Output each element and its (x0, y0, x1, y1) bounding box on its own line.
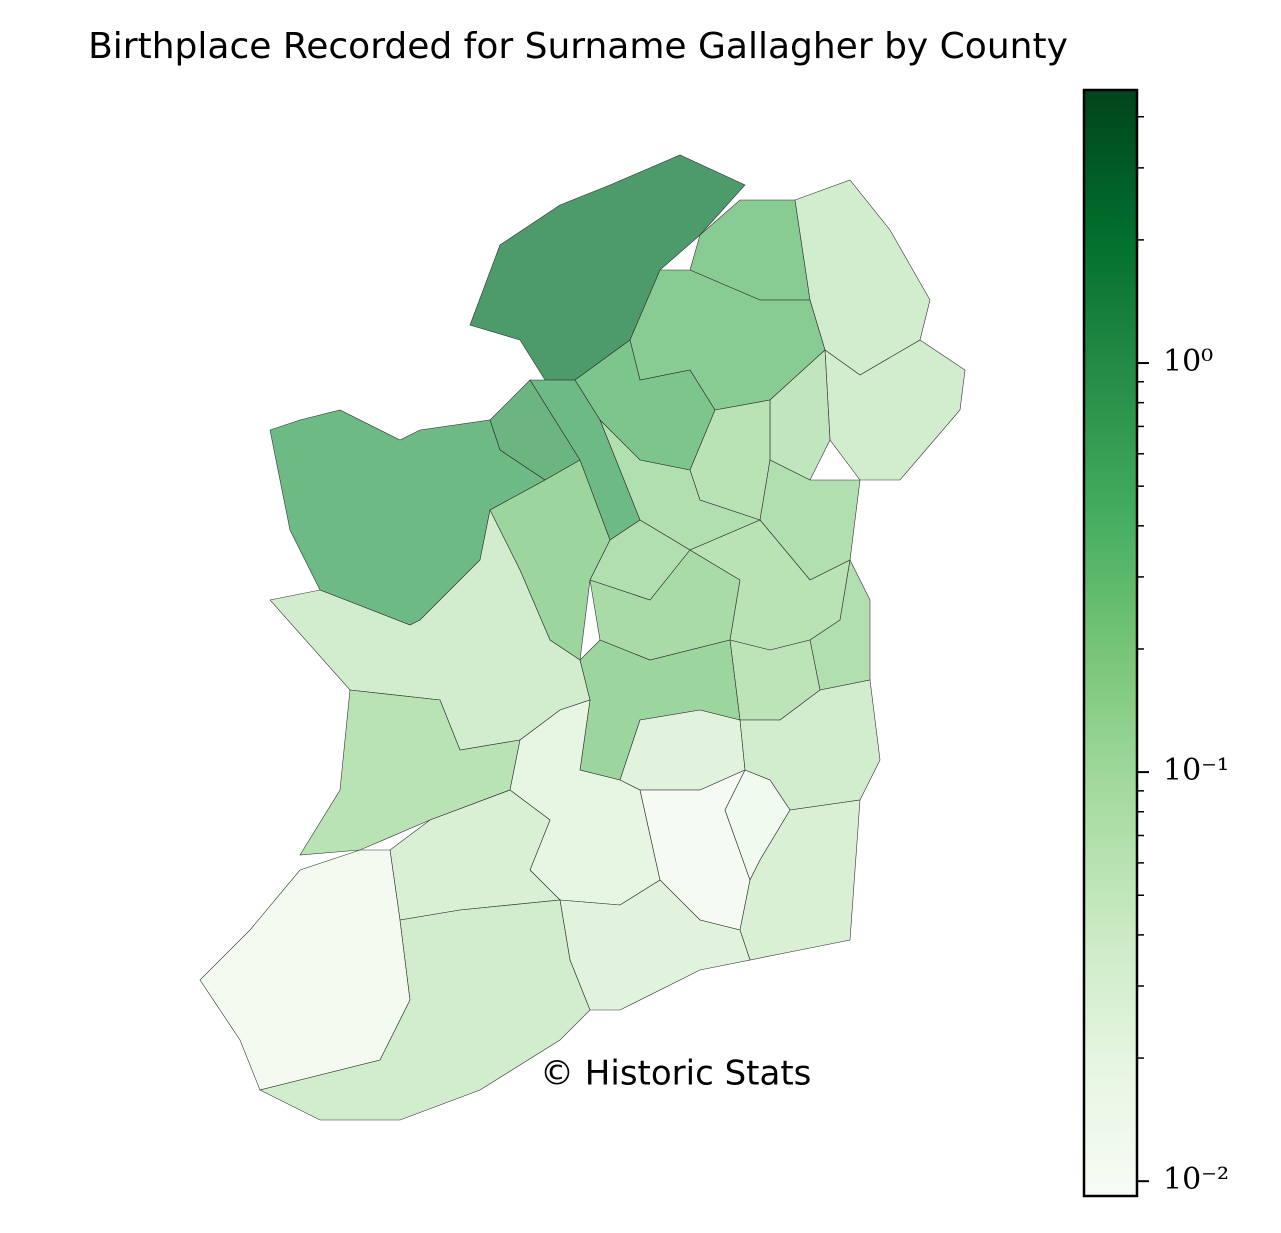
tick-label: 10⁰ (1163, 344, 1213, 379)
county (199, 849, 411, 1091)
colorbar (1082, 88, 1139, 1198)
tick-label: 10⁻² (1163, 1162, 1229, 1197)
map (199, 154, 966, 1121)
chart-title: Birthplace Recorded for Surname Gallaghe… (88, 26, 1068, 67)
tick-label: 10⁻¹ (1163, 753, 1229, 788)
county (824, 339, 966, 481)
annotation: © Historic Stats (540, 1054, 811, 1094)
county (259, 899, 591, 1121)
